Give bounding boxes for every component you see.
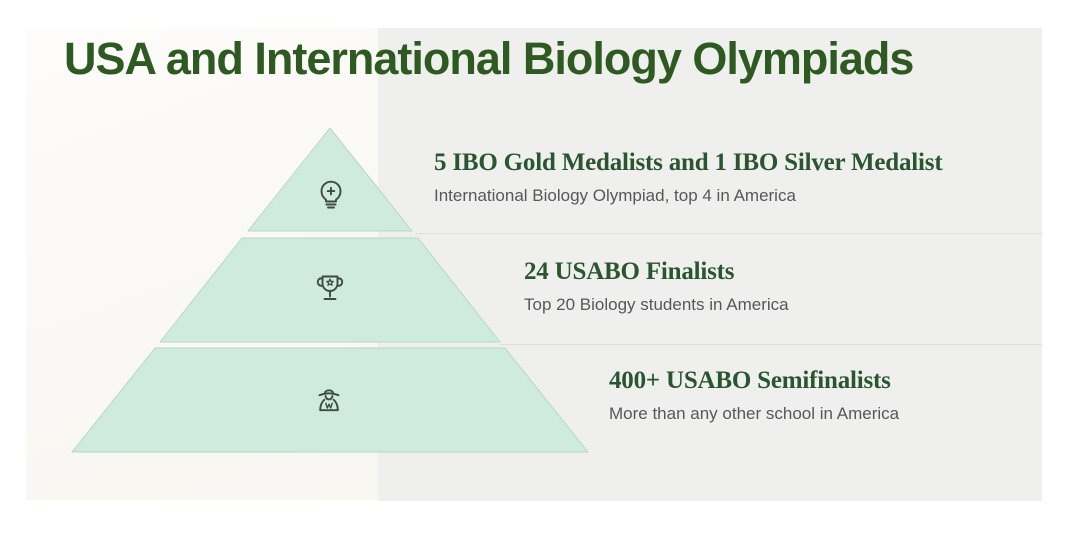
tier-item-1: 5 IBO Gold Medalists and 1 IBO Silver Me… — [434, 149, 943, 206]
tier-3-subtext: More than any other school in America — [609, 404, 900, 423]
tier-item-2: 24 USABO Finalists Top 20 Biology studen… — [524, 258, 789, 315]
tier-2-subtext: Top 20 Biology students in America — [524, 295, 789, 314]
tier-3-heading: 400+ USABO Semifinalists — [609, 367, 891, 394]
divider-line-2 — [500, 344, 1042, 345]
pyramid-tier-2-shape — [159, 237, 501, 343]
pyramid-diagram — [71, 127, 589, 453]
tier-item-3: 400+ USABO Semifinalists More than any o… — [609, 367, 899, 424]
divider-line-1 — [415, 233, 1042, 234]
tier-1-heading: 5 IBO Gold Medalists and 1 IBO Silver Me… — [434, 149, 943, 176]
tier-2-heading: 24 USABO Finalists — [524, 258, 735, 285]
slide-title: USA and International Biology Olympiads — [64, 33, 914, 84]
pyramid-tier-1-shape — [247, 127, 413, 232]
detective-icon — [318, 389, 340, 412]
tier-1-subtext: International Biology Olympiad, top 4 in… — [434, 186, 796, 205]
lightbulb-icon — [320, 180, 342, 209]
trophy-icon — [316, 275, 344, 300]
